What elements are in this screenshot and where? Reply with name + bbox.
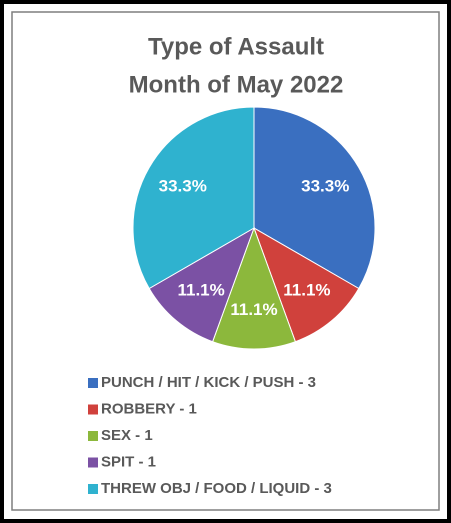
legend-swatch	[88, 378, 98, 388]
chart-title: Type of Assault	[148, 33, 324, 60]
pie-slice	[211, 226, 297, 350]
data-label: 11.1%	[230, 300, 277, 319]
legend-swatch	[88, 431, 98, 441]
pie-slice	[148, 226, 255, 343]
data-label: 11.1%	[177, 281, 224, 300]
legend-label: PUNCH / HIT / KICK / PUSH - 3	[101, 374, 316, 391]
legend-swatch	[88, 457, 98, 468]
data-label: 33.3%	[159, 176, 207, 195]
legend-label: SPIT - 1	[101, 453, 156, 470]
legend-swatch	[88, 404, 98, 415]
legend-label: ROBBERY - 1	[101, 400, 197, 417]
data-label: 11.1%	[283, 281, 330, 300]
data-label: 33.3%	[301, 176, 349, 195]
legend-label: THREW OBJ / FOOD / LIQUID - 3	[101, 480, 332, 497]
pie-slice	[253, 106, 376, 290]
pie-slice	[132, 106, 255, 290]
legend-swatch	[88, 484, 98, 494]
chart-frame	[11, 11, 440, 511]
legend-label: SEX - 1	[101, 427, 153, 444]
pie-slice	[253, 226, 360, 343]
chart-title: Month of May 2022	[129, 71, 344, 98]
